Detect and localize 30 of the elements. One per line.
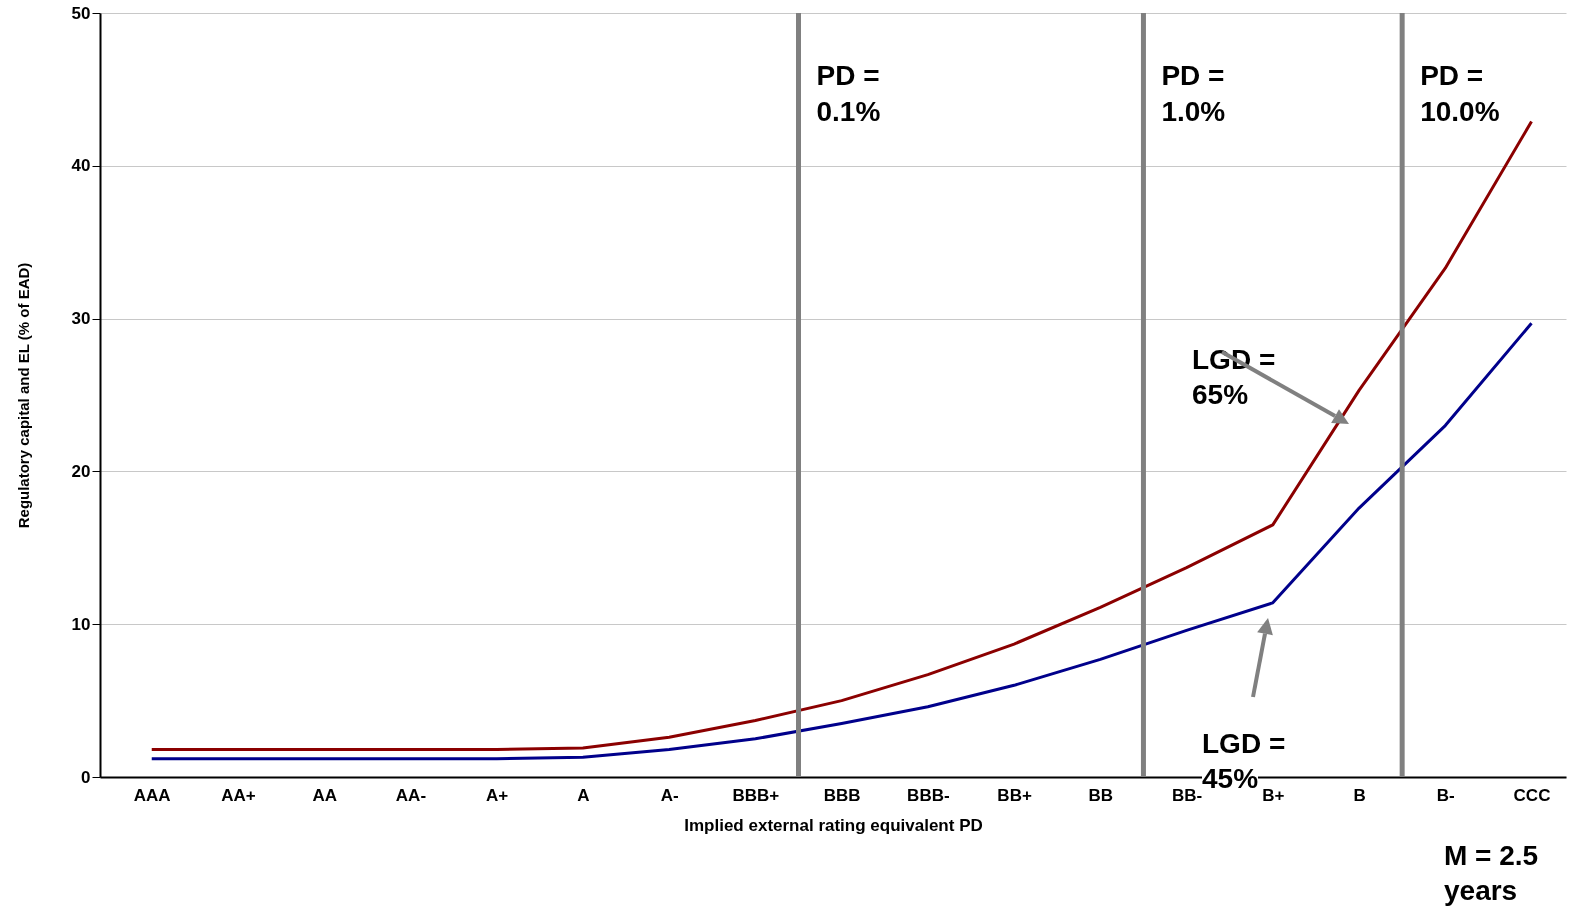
y-tick-label: 20	[71, 461, 91, 481]
x-tick-label: BBB-	[907, 785, 950, 805]
line-series	[150, 119, 1534, 751]
x-tick-label: BB+	[997, 785, 1032, 805]
x-tick-label: B-	[1436, 785, 1455, 805]
annotation: PD = 0.1%	[816, 60, 881, 127]
x-tick-label: BB-	[1171, 785, 1203, 805]
x-tick-label: A+	[486, 785, 509, 805]
x-tick-label: A-	[660, 785, 679, 805]
y-tick-label: 0	[81, 767, 91, 787]
x-tick-label: AA-	[395, 785, 427, 805]
x-tick-label: A	[577, 785, 590, 805]
annotation: PD = 10.0%	[1420, 60, 1500, 127]
x-tick-label: BBB+	[732, 785, 780, 805]
y-axis-title: Regulatory capital and EL (% of EAD)	[14, 262, 32, 529]
annotation: PD = 1.0%	[1161, 60, 1226, 127]
x-tick-label: CCC	[1513, 785, 1551, 805]
y-tick-label: 50	[71, 3, 91, 23]
text: M = 2.5 years	[1444, 840, 1539, 906]
y-tick-label: 30	[71, 309, 91, 329]
x-tick-label: B	[1353, 785, 1366, 805]
y-tick-label: 40	[71, 156, 91, 176]
x-tick-label: AA	[312, 785, 337, 805]
line-series	[150, 321, 1534, 761]
y-tick-label: 10	[71, 614, 91, 634]
x-axis-title: Implied external rating equivalent PD	[684, 815, 983, 835]
x-tick-label: AA+	[221, 785, 256, 805]
x-tick-label: BB	[1088, 785, 1114, 805]
x-tick-label: BBB	[823, 785, 861, 805]
x-tick-label: AAA	[133, 785, 171, 805]
